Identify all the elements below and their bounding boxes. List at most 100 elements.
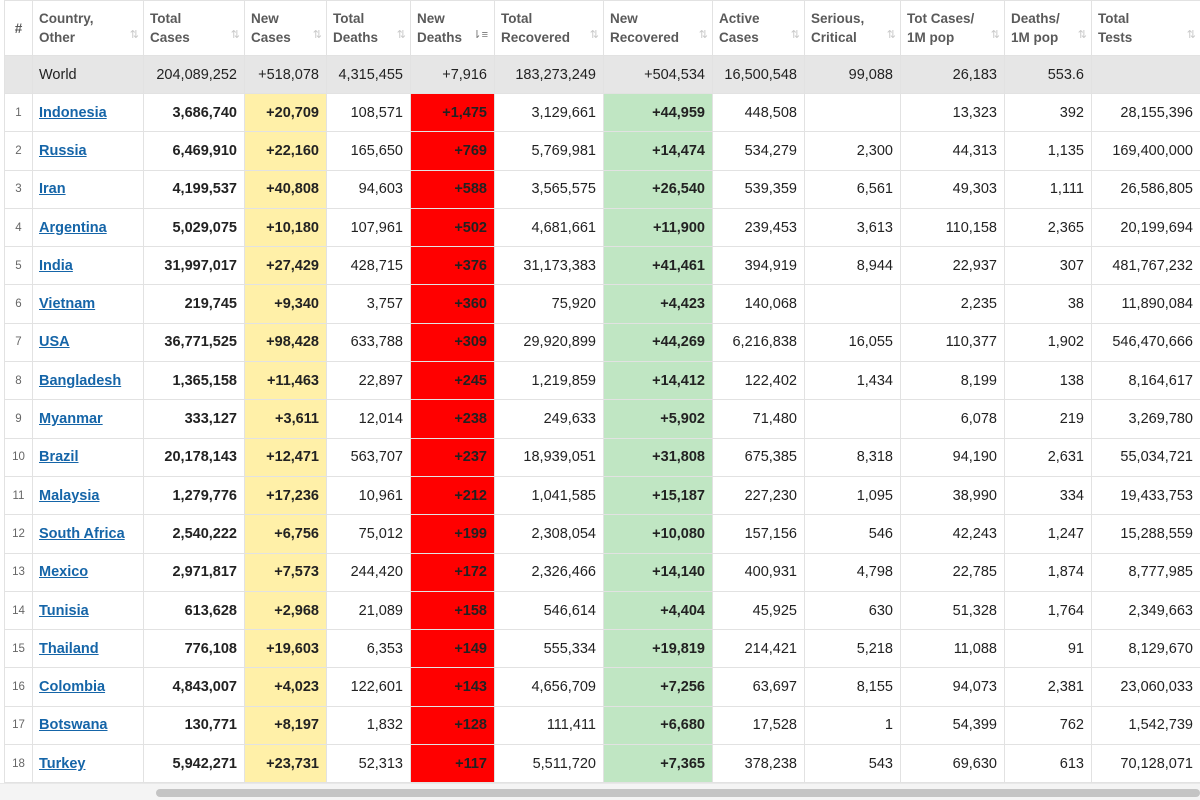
country-link[interactable]: Bangladesh xyxy=(39,372,122,389)
cell-total-recovered: 249,633 xyxy=(494,399,604,439)
country-link[interactable]: Botswana xyxy=(39,717,108,734)
sort-arrows-icon[interactable]: ⇅ xyxy=(990,29,1000,41)
cell-rank: 18 xyxy=(4,744,33,784)
cell-new-recovered: +504,534 xyxy=(603,55,713,94)
cell-total-cases: 776,108 xyxy=(143,629,245,669)
cell-total-recovered: 1,041,585 xyxy=(494,475,604,516)
country-link[interactable]: India xyxy=(39,257,73,274)
cell-tot-cases-per-1m: 94,073 xyxy=(900,667,1005,707)
cell-new-cases: +20,709 xyxy=(244,92,327,133)
header-country[interactable]: Country, Other ⇅ xyxy=(32,0,144,56)
cell-active-cases: 239,453 xyxy=(712,207,805,248)
cell-serious-critical: 16,055 xyxy=(804,322,901,363)
cell-total-deaths: 108,571 xyxy=(326,92,411,133)
header-rank: # xyxy=(4,0,33,56)
cell-total-recovered: 546,614 xyxy=(494,590,604,631)
sort-arrows-icon[interactable]: ⇅ xyxy=(886,29,896,41)
header-label-line: Cases xyxy=(251,30,291,45)
country-link[interactable]: Mexico xyxy=(39,564,89,581)
header-row: # Country, Other ⇅ Total Cases ⇅ New Cases ⇅ Total… xyxy=(4,0,1200,56)
cell-new-deaths: +238 xyxy=(410,399,495,439)
cell-deaths-per-1m: 1,135 xyxy=(1004,131,1092,171)
sort-descending-icon[interactable]: ⇂≡ xyxy=(472,29,488,41)
sort-arrows-icon[interactable]: ⇅ xyxy=(790,29,800,41)
sort-arrows-icon[interactable]: ⇅ xyxy=(312,29,322,41)
header-label-line: Recovered xyxy=(501,30,571,45)
cell-deaths-per-1m: 1,764 xyxy=(1004,590,1092,631)
cell-total-deaths: 21,089 xyxy=(326,590,411,631)
header-serious-critical[interactable]: Serious, Critical ⇅ xyxy=(804,0,901,56)
cell-total-recovered: 3,565,575 xyxy=(494,169,604,209)
cell-total-recovered: 4,656,709 xyxy=(494,667,604,707)
horizontal-scrollbar[interactable] xyxy=(0,783,1200,800)
country-link[interactable]: Indonesia xyxy=(39,104,107,121)
header-active-cases[interactable]: Active Cases ⇅ xyxy=(712,0,805,56)
header-total-tests[interactable]: Total Tests ⇅ xyxy=(1091,0,1200,56)
cell-rank: 17 xyxy=(4,705,33,746)
sort-arrows-icon[interactable]: ⇅ xyxy=(589,29,599,41)
cell-deaths-per-1m: 2,365 xyxy=(1004,207,1092,248)
sort-arrows-icon[interactable]: ⇅ xyxy=(1186,29,1196,41)
cell-new-recovered: +4,404 xyxy=(603,590,713,631)
table-row: 5 India 31,997,017 +27,429 428,715 +376 31,173… xyxy=(4,246,1200,286)
cell-country: Brazil xyxy=(32,437,144,477)
cell-active-cases: 140,068 xyxy=(712,284,805,324)
country-link[interactable]: Thailand xyxy=(39,640,99,657)
header-deaths-1m[interactable]: Deaths/1M pop ⇅ xyxy=(1004,0,1092,56)
cell-total-tests: 23,060,033 xyxy=(1091,667,1200,707)
header-new-recovered[interactable]: New Recovered ⇅ xyxy=(603,0,713,56)
cell-active-cases: 400,931 xyxy=(712,552,805,592)
table-row: 10 Brazil 20,178,143 +12,471 563,707 +237 18,9… xyxy=(4,437,1200,477)
cell-total-cases: 613,628 xyxy=(143,590,245,631)
cell-total-tests: 3,269,780 xyxy=(1091,399,1200,439)
cell-new-cases: +40,808 xyxy=(244,169,327,209)
cell-total-tests xyxy=(1091,55,1200,94)
country-link[interactable]: Russia xyxy=(39,142,87,159)
country-link[interactable]: South Africa xyxy=(39,525,125,542)
header-total-cases[interactable]: Total Cases ⇅ xyxy=(143,0,245,56)
cell-serious-critical: 3,613 xyxy=(804,207,901,248)
header-tot-cases-1m[interactable]: Tot Cases/1M pop ⇅ xyxy=(900,0,1005,56)
cell-total-cases: 219,745 xyxy=(143,284,245,324)
cell-total-deaths: 122,601 xyxy=(326,667,411,707)
cell-total-cases: 4,199,537 xyxy=(143,169,245,209)
cell-country: Thailand xyxy=(32,629,144,669)
country-link[interactable]: Argentina xyxy=(39,219,107,236)
cell-country: Colombia xyxy=(32,667,144,707)
cell-new-recovered: +19,819 xyxy=(603,629,713,669)
cell-total-recovered: 555,334 xyxy=(494,629,604,669)
header-label-line: New xyxy=(610,11,638,26)
cell-tot-cases-per-1m: 54,399 xyxy=(900,705,1005,746)
country-link[interactable]: Vietnam xyxy=(39,296,96,313)
sort-arrows-icon[interactable]: ⇅ xyxy=(698,29,708,41)
country-link[interactable]: USA xyxy=(39,334,70,351)
cell-active-cases: 17,528 xyxy=(712,705,805,746)
cell-rank: 1 xyxy=(4,92,33,133)
cell-new-cases: +17,236 xyxy=(244,475,327,516)
cell-country: Malaysia xyxy=(32,475,144,516)
cell-country: Vietnam xyxy=(32,284,144,324)
header-new-deaths[interactable]: New Deaths ⇂≡ xyxy=(410,0,495,56)
cell-total-tests: 8,129,670 xyxy=(1091,629,1200,669)
sort-arrows-icon[interactable]: ⇅ xyxy=(1077,29,1087,41)
country-link[interactable]: Turkey xyxy=(39,755,86,772)
country-link[interactable]: Colombia xyxy=(39,679,106,696)
sort-arrows-icon[interactable]: ⇅ xyxy=(230,29,240,41)
header-total-deaths[interactable]: Total Deaths ⇅ xyxy=(326,0,411,56)
cell-new-recovered: +6,680 xyxy=(603,705,713,746)
country-link[interactable]: Tunisia xyxy=(39,602,89,619)
country-link[interactable]: Myanmar xyxy=(39,411,103,428)
header-total-recovered[interactable]: Total Recovered ⇅ xyxy=(494,0,604,56)
cell-total-tests: 19,433,753 xyxy=(1091,475,1200,516)
cell-country: Botswana xyxy=(32,705,144,746)
country-link[interactable]: Brazil xyxy=(39,449,79,466)
scrollbar-thumb[interactable] xyxy=(156,789,1200,797)
cell-tot-cases-per-1m: 51,328 xyxy=(900,590,1005,631)
sort-arrows-icon[interactable]: ⇅ xyxy=(396,29,406,41)
header-new-cases[interactable]: New Cases ⇅ xyxy=(244,0,327,56)
cell-deaths-per-1m: 1,111 xyxy=(1004,169,1092,209)
sort-arrows-icon[interactable]: ⇅ xyxy=(129,29,139,41)
country-link[interactable]: Malaysia xyxy=(39,487,100,504)
cell-total-recovered: 31,173,383 xyxy=(494,246,604,286)
country-link[interactable]: Iran xyxy=(39,181,66,198)
